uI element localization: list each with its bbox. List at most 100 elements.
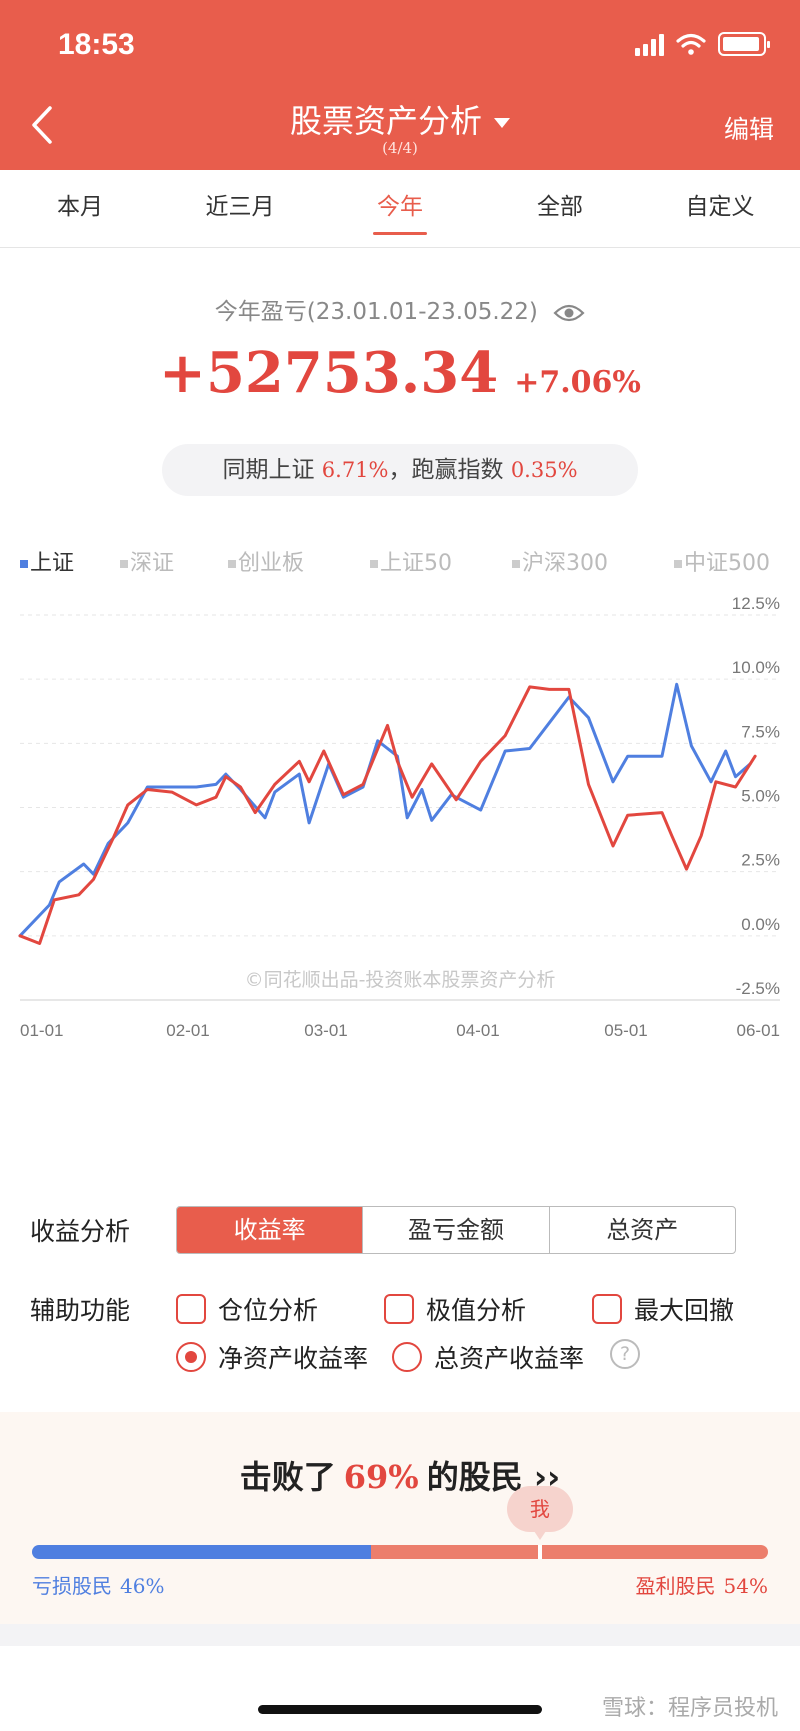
y-tick-label: 0.0% (741, 915, 780, 934)
checkbox-box (384, 1294, 414, 1324)
series-line-shanghai (18, 682, 752, 938)
x-tick-label: 03-01 (304, 1021, 347, 1040)
tab-this-year[interactable]: 今年 (320, 170, 480, 247)
radio-label: 净资产收益率 (218, 1344, 369, 1373)
segment-profit-amount[interactable]: 盈亏金额 (362, 1207, 548, 1253)
profit-summary: +52753.34 +7.06% (0, 340, 800, 406)
x-tick-label: 02-01 (166, 1021, 209, 1040)
profit-amount: +52753.34 (159, 340, 499, 406)
legend-label: 上证50 (380, 551, 452, 576)
battery-icon (718, 32, 770, 56)
profit-percent: +7.06% (514, 365, 641, 400)
radio-icon (392, 1342, 422, 1372)
checkbox-label: 最大回撤 (634, 1296, 735, 1325)
benchmark-prefix: 同期上证 (222, 457, 315, 483)
legend-item-sse50[interactable]: 上证50 (370, 545, 452, 577)
checkbox-label: 仓位分析 (218, 1296, 319, 1325)
checkbox-box (592, 1294, 622, 1324)
radio-selected-icon (176, 1342, 206, 1372)
net-asset-return-radio[interactable]: 净资产收益率 (176, 1339, 368, 1375)
period-tabs: 本月 近三月 今年 全部 自定义 (0, 170, 800, 248)
chevron-left-icon (32, 106, 52, 144)
extreme-analysis-checkbox[interactable]: 极值分析 (384, 1291, 526, 1327)
watermark-text: 雪球：程序员投机 (601, 1696, 778, 1721)
legend-marker (120, 560, 128, 568)
caret-down-icon (494, 118, 510, 128)
max-drawdown-checkbox[interactable]: 最大回撤 (592, 1291, 734, 1327)
legend-item-chinext[interactable]: 创业板 (228, 545, 304, 577)
x-tick-label: 01-01 (20, 1021, 63, 1040)
y-tick-label: 7.5% (741, 722, 780, 741)
beat-prefix: 击败了 (239, 1458, 336, 1496)
legend-marker (20, 560, 28, 568)
y-tick-label: 12.5% (732, 594, 780, 613)
legend-marker (674, 560, 682, 568)
top-header: 18:53 股票资产分析 (4/4) 编辑 (0, 0, 800, 170)
legend-label: 沪深300 (522, 551, 608, 576)
benchmark-middle: ，跑赢指数 (388, 457, 504, 483)
help-button[interactable]: ? (610, 1339, 640, 1369)
y-tick-label: 10.0% (732, 658, 780, 677)
period-label: 今年盈亏(23.01.01-23.05.22) (214, 299, 538, 325)
legend-item-shanghai[interactable]: 上证 (20, 545, 74, 577)
me-marker: 我 (506, 1486, 573, 1540)
period-label-row: 今年盈亏(23.01.01-23.05.22) (0, 292, 800, 326)
legend-item-csi300[interactable]: 沪深300 (512, 545, 608, 577)
edit-button[interactable]: 编辑 (723, 115, 774, 144)
y-tick-label: 2.5% (741, 851, 780, 870)
tab-custom[interactable]: 自定义 (685, 194, 755, 220)
return-chart[interactable]: 12.5% 10.0% 7.5% 5.0% 2.5% 0.0% -2.5% 01-01 02-0… (0, 590, 800, 1150)
back-button[interactable] (22, 100, 62, 150)
legend-item-shenzhen[interactable]: 深证 (120, 545, 174, 577)
tab-this-month[interactable]: 本月 (57, 194, 103, 220)
distribution-bar (32, 1545, 768, 1559)
loss-investors-label: 亏损股民 46% (32, 1570, 164, 1599)
eye-icon[interactable] (553, 302, 585, 324)
home-indicator[interactable] (258, 1705, 542, 1714)
gain-label-text: 盈利股民 (635, 1574, 716, 1598)
beat-percent: 69% (343, 1458, 419, 1496)
chart-watermark: ©同花顺出品-投资账本股票资产分析 (245, 969, 556, 991)
y-tick-label: -2.5% (736, 979, 780, 998)
beat-title: 击败了 69% 的股民 ›› (0, 1452, 800, 1498)
checkbox-box (176, 1294, 206, 1324)
section-divider (0, 1624, 800, 1646)
wifi-icon (676, 33, 706, 55)
legend-label: 深证 (130, 551, 175, 576)
segment-total-assets[interactable]: 总资产 (548, 1207, 735, 1253)
loss-label-text: 亏损股民 (32, 1574, 112, 1598)
position-analysis-checkbox[interactable]: 仓位分析 (176, 1291, 318, 1327)
index-legend: 上证 深证 创业板 上证50 沪深300 中证500 (20, 545, 790, 577)
page-index: (4/4) (382, 139, 418, 157)
aux-label: 辅助功能 (30, 1296, 131, 1325)
loss-percent: 46% (120, 1574, 165, 1598)
my-position-marker (537, 1545, 542, 1559)
y-tick-label: 5.0% (741, 787, 780, 806)
checkbox-label: 极值分析 (426, 1296, 527, 1325)
x-tick-label: 06-01 (737, 1021, 780, 1040)
gain-segment (370, 1545, 768, 1559)
legend-item-csi500[interactable]: 中证500 (674, 545, 770, 577)
analysis-segmented-control: 收益率 盈亏金额 总资产 (176, 1206, 736, 1254)
tab-three-months[interactable]: 近三月 (205, 194, 275, 220)
legend-label: 中证500 (684, 551, 770, 576)
legend-label: 创业板 (238, 551, 305, 576)
gain-percent: 54% (723, 1574, 768, 1598)
series-line-portfolio (18, 685, 757, 945)
benchmark-value: 6.71% (321, 458, 389, 482)
page-title-dropdown[interactable]: 股票资产分析 (0, 96, 800, 142)
legend-marker (228, 560, 236, 568)
status-time: 18:53 (58, 28, 135, 61)
legend-marker (370, 560, 378, 568)
question-circle-icon: ? (610, 1339, 640, 1369)
beat-investors-card[interactable]: 击败了 69% 的股民 ›› 我 亏损股民 46% 盈利股民 54% (0, 1412, 800, 1624)
outperform-value: 0.35% (510, 458, 578, 482)
analysis-label: 收益分析 (30, 1217, 131, 1246)
segment-return-rate[interactable]: 收益率 (177, 1207, 363, 1253)
gain-investors-label: 盈利股民 54% (636, 1570, 768, 1599)
tab-all[interactable]: 全部 (537, 194, 583, 220)
total-asset-return-radio[interactable]: 总资产收益率 (392, 1339, 584, 1375)
page-title: 股票资产分析 (289, 102, 482, 140)
loss-segment (32, 1545, 371, 1559)
status-icons (635, 32, 770, 56)
